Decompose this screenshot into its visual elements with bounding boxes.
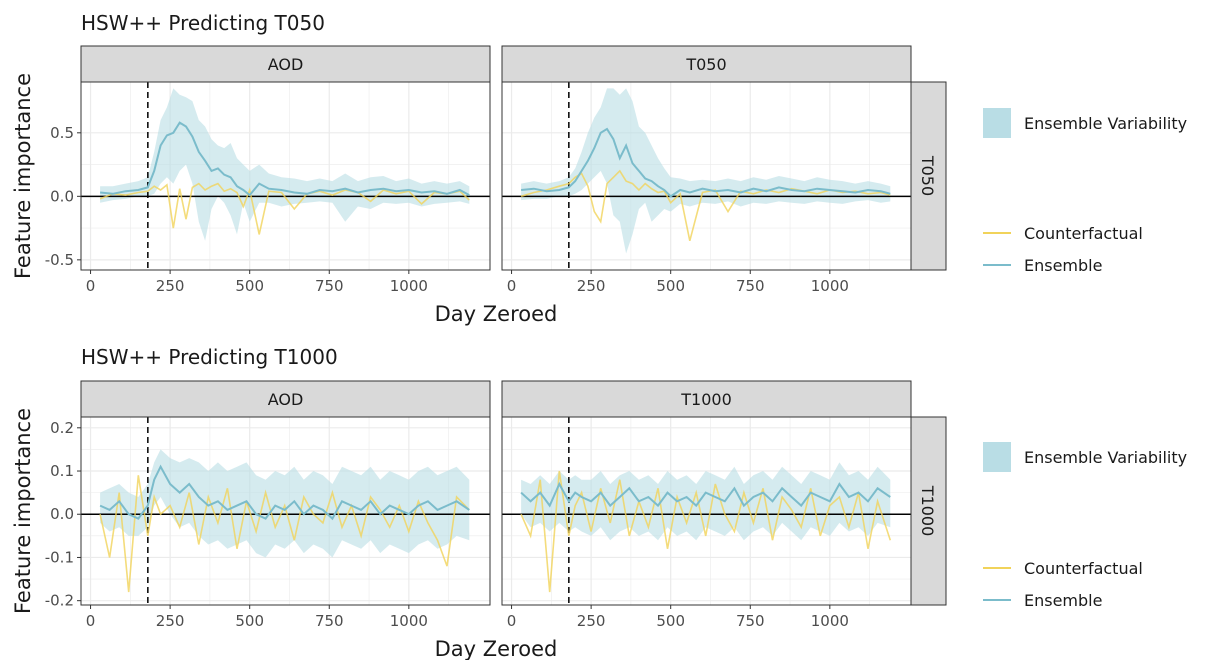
legend-counterfactual-label: Counterfactual: [1024, 559, 1143, 578]
strip-top-aod: [80, 45, 491, 83]
counterfactual-line: [99, 182, 470, 235]
panel-t050-aod: [80, 81, 491, 271]
legend-counterfactual-label: Counterfactual: [1024, 224, 1143, 243]
y-ticks-t050: -0.5 0.0 0.5: [45, 124, 81, 269]
x-ticks-t050-aod: 0 250 500 750 1000: [86, 270, 428, 295]
y-ticks-t1000: -0.2 -0.1 0.0 0.1 0.2: [45, 419, 81, 610]
legend-t050: Ensemble Variability Counterfactual Ense…: [983, 108, 1187, 275]
x-axis-label-t1000: Day Zeroed: [435, 637, 558, 660]
x-tick-label: 500: [235, 612, 264, 630]
ensemble-variability-ribbon: [100, 88, 470, 241]
y-tick-label: 0.1: [50, 462, 74, 480]
x-tick-label: 0: [86, 277, 96, 295]
y-tick-label: 0.2: [50, 419, 74, 437]
x-tick-label: 0: [507, 277, 517, 295]
counterfactual-line: [520, 470, 892, 593]
y-tick-label: 0.0: [50, 187, 74, 205]
panel-border: [80, 416, 491, 606]
y-tick-label: -0.2: [45, 592, 74, 610]
ensemble-variability-ribbon: [521, 88, 891, 254]
panel-background: [81, 82, 490, 270]
x-tick-label: 750: [736, 612, 765, 630]
legend-ribbon-swatch: [983, 108, 1011, 138]
y-axis-label-t1000: Feature importance: [11, 408, 35, 614]
legend-t1000: Ensemble Variability Counterfactual Ense…: [983, 442, 1187, 610]
x-tick-label: 1000: [390, 277, 428, 295]
x-tick-label: 750: [736, 277, 765, 295]
y-tick-label: -0.5: [45, 251, 74, 269]
legend-ribbon-swatch: [983, 442, 1011, 472]
strip-label-aod-2: AOD: [268, 390, 304, 409]
x-ticks-t1000-t1000: 0 250 500 750 1000: [507, 605, 849, 630]
strip-top-t050: [501, 45, 912, 83]
strip-right-label-t1000: T1000: [918, 485, 937, 537]
ensemble-variability-ribbon: [100, 449, 470, 558]
y-tick-label: 0.0: [50, 505, 74, 523]
strip-label-t050: T050: [685, 55, 726, 74]
y-tick-label: 0.5: [50, 124, 74, 142]
panel-t050-t050: [501, 81, 912, 271]
legend-ribbon-label: Ensemble Variability: [1024, 114, 1187, 133]
x-tick-label: 0: [507, 612, 517, 630]
x-tick-label: 1000: [811, 277, 849, 295]
x-ticks-t1000-aod: 0 250 500 750 1000: [86, 605, 428, 630]
x-tick-label: 1000: [390, 612, 428, 630]
panel-t1000-t1000: [501, 416, 912, 606]
ensemble-line: [99, 464, 470, 521]
x-tick-label: 500: [656, 277, 685, 295]
ensemble-line: [520, 481, 891, 508]
x-tick-label: 0: [86, 612, 96, 630]
x-tick-label: 250: [156, 277, 185, 295]
x-tick-label: 500: [235, 277, 264, 295]
x-tick-label: 750: [315, 612, 344, 630]
panel-border: [80, 81, 491, 271]
x-tick-label: 500: [656, 612, 685, 630]
y-axis-label-t050: Feature importance: [11, 73, 35, 279]
ensemble-line: [99, 121, 470, 197]
y-tick-label: -0.1: [45, 548, 74, 566]
counterfactual-line: [99, 475, 470, 593]
ensemble-line: [520, 127, 891, 198]
strip-label-t1000: T1000: [680, 390, 732, 409]
x-tick-label: 750: [315, 277, 344, 295]
chart-title-t1000: HSW++ Predicting T1000: [81, 345, 338, 369]
strip-label-aod: AOD: [268, 55, 304, 74]
legend-ensemble-label: Ensemble: [1024, 591, 1102, 610]
x-tick-label: 250: [156, 612, 185, 630]
x-tick-label: 250: [577, 612, 606, 630]
legend-ensemble-label: Ensemble: [1024, 256, 1102, 275]
strip-right-t1000: [910, 416, 947, 606]
x-tick-label: 250: [577, 277, 606, 295]
strip-right-t050: [910, 81, 947, 271]
panel-t1000-aod: [80, 416, 491, 606]
strip-right-label-t050: T050: [918, 155, 937, 196]
panel-background: [502, 82, 911, 270]
x-tick-label: 1000: [811, 612, 849, 630]
legend-ribbon-label: Ensemble Variability: [1024, 448, 1187, 467]
chart-title-t050: HSW++ Predicting T050: [81, 11, 325, 35]
strip-top-aod-2: [80, 380, 491, 418]
x-axis-label-t050: Day Zeroed: [435, 302, 558, 326]
strip-top-t1000: [501, 380, 912, 418]
x-ticks-t050-t050: 0 250 500 750 1000: [507, 270, 849, 295]
